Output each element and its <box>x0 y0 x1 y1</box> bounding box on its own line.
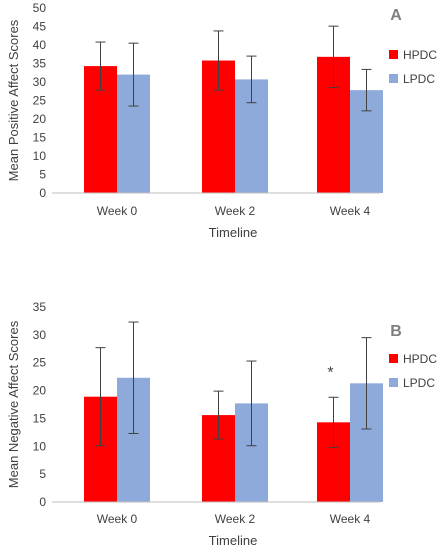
y-tick-label: 25 <box>33 356 47 370</box>
y-tick-label: 35 <box>33 57 47 71</box>
legend-label: HPDC <box>403 352 437 366</box>
y-tick-label: 15 <box>33 411 47 425</box>
y-tick-label: 15 <box>33 131 47 145</box>
y-tick-label: 25 <box>33 94 47 108</box>
chart-panel-B: 0 5 10 15 20 25 30 35 Week 0 Week 2 Week 4 Timeline… <box>6 300 437 548</box>
significance-marker: * <box>327 364 333 381</box>
legend-swatch-lpdc <box>389 378 398 387</box>
legend-swatch-hpdc <box>389 354 398 363</box>
y-tick-label: 0 <box>39 495 46 509</box>
panel-label: B <box>390 323 402 340</box>
y-tick-label: 35 <box>33 300 47 314</box>
y-tick-label: 5 <box>39 467 46 481</box>
chart-panel-A: 0 5 10 15 20 25 30 35 40 45 50 Week 0 Week 2 Week 4 Ti… <box>6 1 437 240</box>
legend-swatch-lpdc <box>389 74 398 83</box>
y-tick-label: 0 <box>39 186 46 200</box>
y-axis-title: Mean Negative Affect Scores <box>6 320 21 488</box>
x-tick-label: Week 4 <box>330 512 371 526</box>
y-tick-label: 30 <box>33 75 47 89</box>
y-tick-label: 30 <box>33 328 47 342</box>
y-tick-label: 50 <box>33 1 47 15</box>
x-tick-label: Week 2 <box>215 204 256 218</box>
y-tick-label: 45 <box>33 20 47 34</box>
y-tick-label: 40 <box>33 38 47 52</box>
x-axis-title: Timeline <box>209 533 258 548</box>
x-axis-title: Timeline <box>209 225 258 240</box>
y-tick-label: 20 <box>33 112 47 126</box>
y-tick-label: 10 <box>33 149 47 163</box>
y-tick-label: 5 <box>39 168 46 182</box>
legend-label: LPDC <box>403 376 435 390</box>
panel-label: A <box>390 7 402 24</box>
x-tick-label: Week 0 <box>97 204 138 218</box>
x-tick-label: Week 2 <box>215 512 256 526</box>
y-tick-label: 10 <box>33 439 47 453</box>
y-tick-label: 20 <box>33 384 47 398</box>
legend-label: LPDC <box>403 72 435 86</box>
y-axis-title: Mean Positive Affect Scores <box>6 19 21 181</box>
legend-swatch-hpdc <box>389 50 398 59</box>
x-tick-label: Week 4 <box>330 204 371 218</box>
legend-label: HPDC <box>403 48 437 62</box>
x-tick-label: Week 0 <box>97 512 138 526</box>
